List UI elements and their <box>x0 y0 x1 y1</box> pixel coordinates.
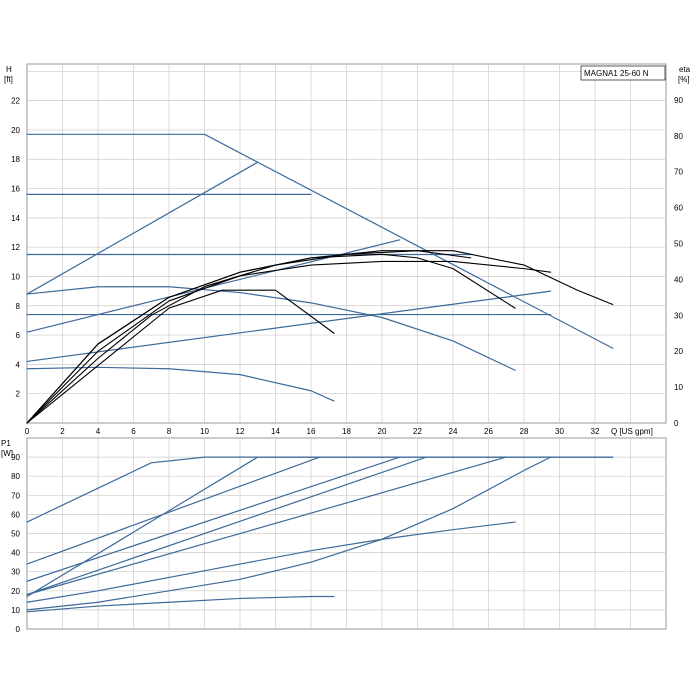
x-tick-label: 28 <box>520 427 529 436</box>
efficiency-curve <box>26 253 516 424</box>
efficiency-curve <box>26 260 552 424</box>
head-curve <box>26 286 516 371</box>
y-tick-label: 8 <box>16 302 21 311</box>
head-eta-panel: 0 2 4 6 8 10 12 14 16 18 20 22 24 26 28 30 32 2468101214… <box>4 63 691 436</box>
power-tick-label: 30 <box>11 568 20 577</box>
y2-tick-label: 40 <box>674 275 683 284</box>
power-tick-label: 0 <box>16 625 21 634</box>
x-tick-label: 10 <box>200 427 209 436</box>
x-tick-label: 2 <box>60 427 65 436</box>
power-curve <box>26 456 321 565</box>
y2-tick-label: 60 <box>674 204 683 213</box>
efficiency-curve <box>26 289 335 424</box>
x-tick-label: 12 <box>236 427 245 436</box>
chart-title: MAGNA1 25-60 N <box>584 69 649 78</box>
x-tick-label: 24 <box>449 427 458 436</box>
power-axis-label: P1 <box>1 439 11 448</box>
x-tick-label: 0 <box>25 427 30 436</box>
x-tick-label: 22 <box>413 427 422 436</box>
x-tick-label: 8 <box>167 427 172 436</box>
power-curve <box>26 456 552 611</box>
power-tick-label: 90 <box>11 453 20 462</box>
x-tick-label: 18 <box>342 427 351 436</box>
y-tick-label: 14 <box>11 214 20 223</box>
power-axis-ticks: 0 10 20 30 40 50 60 70 80 90 <box>11 453 20 634</box>
y2-tick-label: 10 <box>674 383 683 392</box>
y-tick-label: 2 <box>16 390 21 399</box>
efficiency-axis-unit: [%] <box>678 75 690 84</box>
power-curve <box>26 456 507 596</box>
power-curve <box>26 456 401 582</box>
y-tick-label: 10 <box>11 272 20 281</box>
y-tick-label: 4 <box>16 360 21 369</box>
efficiency-curve <box>26 250 472 424</box>
head-eta-curves <box>26 133 614 424</box>
y2-tick-label: 20 <box>674 347 683 356</box>
power-axis-unit: [W] <box>1 449 13 458</box>
efficiency-axis-label: eta <box>679 65 691 74</box>
y-tick-label: 12 <box>11 243 20 252</box>
power-tick-label: 20 <box>11 587 20 596</box>
head-curve <box>26 161 259 295</box>
y-tick-label: 20 <box>11 126 20 135</box>
power-curve <box>26 456 614 523</box>
power-tick-label: 40 <box>11 549 20 558</box>
power-panel: 0 10 20 30 40 50 60 70 80 90 P1 [W] <box>1 437 667 634</box>
x-tick-label: 4 <box>96 427 101 436</box>
flow-axis-label: Q [US gpm] <box>611 427 653 436</box>
head-eta-grid <box>27 64 666 423</box>
x-tick-label: 32 <box>591 427 600 436</box>
y2-tick-label: 0 <box>674 419 679 428</box>
x-tick-label: 30 <box>555 427 564 436</box>
power-curve <box>26 595 335 613</box>
x-tick-label: 6 <box>131 427 136 436</box>
y2-tick-label: 30 <box>674 311 683 320</box>
head-curve <box>26 366 335 402</box>
chart-title-box <box>580 65 666 81</box>
power-tick-label: 10 <box>11 606 20 615</box>
power-curves <box>26 456 614 613</box>
power-curve <box>26 521 516 603</box>
power-curve <box>26 456 614 598</box>
head-axis-unit: [ft] <box>4 75 13 84</box>
power-grid <box>27 438 666 629</box>
y2-tick-label: 70 <box>674 168 683 177</box>
x-tick-label: 26 <box>484 427 493 436</box>
y2-tick-label: 50 <box>674 240 683 249</box>
flow-axis-ticks: 0 2 4 6 8 10 12 14 16 18 20 22 24 26 28 30 32 <box>25 427 600 436</box>
x-tick-label: 16 <box>307 427 316 436</box>
x-tick-label: 14 <box>271 427 280 436</box>
efficiency-axis-ticks: 0 10 20 30 40 50 60 70 80 90 <box>674 96 683 428</box>
power-tick-label: 50 <box>11 530 20 539</box>
y-tick-label: 6 <box>16 331 21 340</box>
y2-tick-label: 90 <box>674 96 683 105</box>
power-curve <box>26 456 427 596</box>
head-axis-label: H <box>6 65 12 74</box>
y-tick-label: 16 <box>11 185 20 194</box>
y2-tick-label: 80 <box>674 132 683 141</box>
head-curve <box>26 133 614 349</box>
head-axis-ticks: 2 4 6 8 10 12 14 16 18 20 22 <box>11 97 20 399</box>
x-tick-label: 20 <box>378 427 387 436</box>
y-tick-label: 22 <box>11 97 20 106</box>
power-tick-label: 60 <box>11 510 20 519</box>
y-tick-label: 18 <box>11 155 20 164</box>
power-tick-label: 70 <box>11 491 20 500</box>
power-tick-label: 80 <box>11 472 20 481</box>
head-curve <box>26 290 552 363</box>
